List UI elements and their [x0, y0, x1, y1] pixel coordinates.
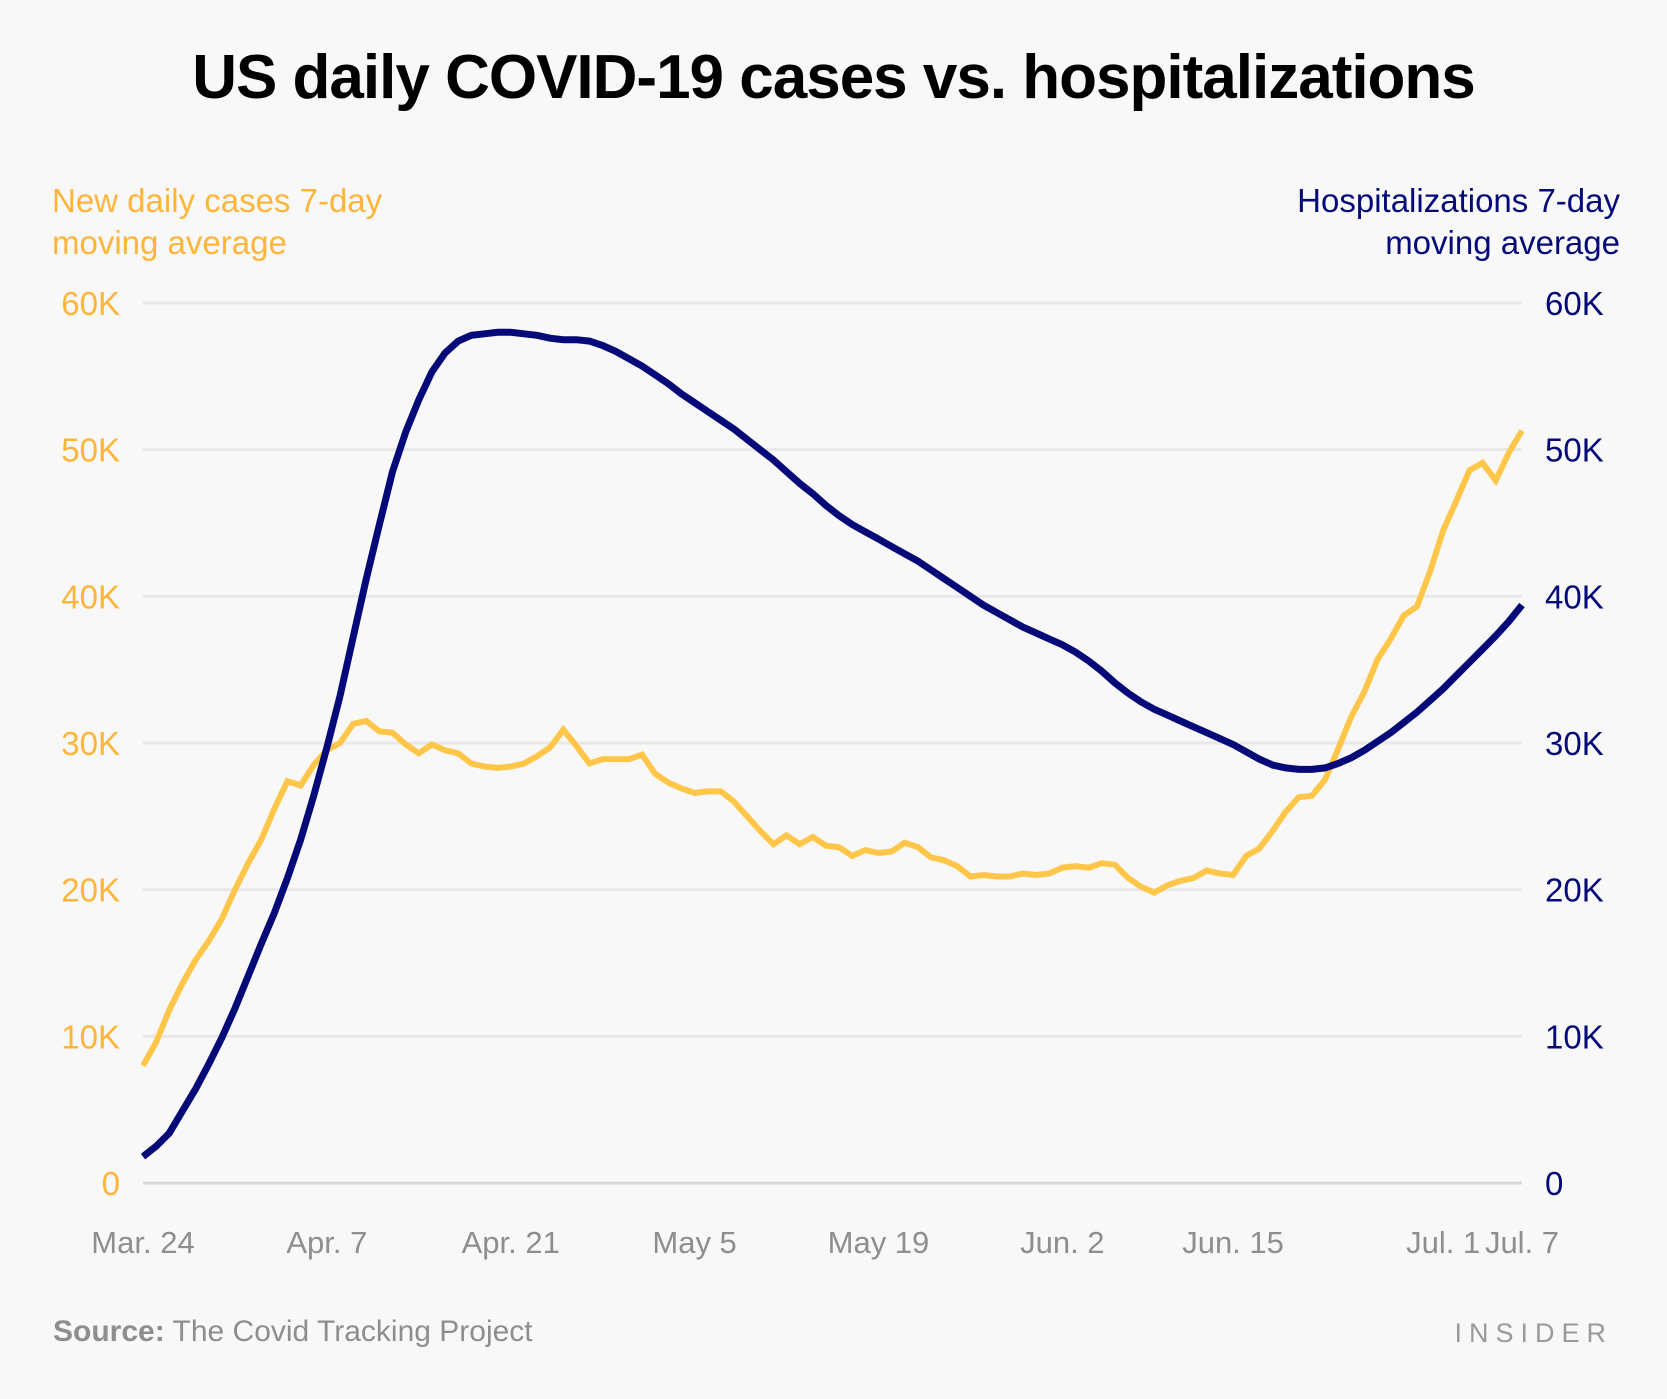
- y-axis-ticks: 0 0 10K 10K 20K 20K 30K 30K 40K 40K 50K 50K 60K 60K: [61, 285, 1603, 1202]
- y-right-tick-label: 20K: [1545, 872, 1604, 909]
- y-right-tick-label: 30K: [1545, 725, 1604, 762]
- x-tick-label: Apr. 21: [462, 1225, 560, 1260]
- x-tick-label: Jul. 1: [1406, 1225, 1480, 1260]
- y-right-tick-label: 40K: [1545, 578, 1604, 615]
- hospitalizations-line: [140, 328, 1525, 1160]
- series-lines: [140, 328, 1525, 1160]
- x-tick-label: May 5: [652, 1225, 736, 1260]
- cases-line: [140, 429, 1525, 1068]
- y-left-tick-label: 0: [102, 1165, 120, 1202]
- y-left-tick-label: 30K: [61, 725, 120, 762]
- x-tick-label: Jun. 15: [1182, 1225, 1284, 1260]
- x-tick-label: Jun. 2: [1020, 1225, 1104, 1260]
- y-left-tick-label: 40K: [61, 578, 120, 615]
- y-right-tick-label: 10K: [1545, 1018, 1604, 1055]
- x-tick-label: Jul. 7: [1485, 1225, 1559, 1260]
- y-right-tick-label: 60K: [1545, 285, 1604, 322]
- x-tick-label: Mar. 24: [91, 1225, 194, 1260]
- source-note: Source: The Covid Tracking Project: [53, 1315, 533, 1349]
- brand-logo: INSIDER: [1454, 1318, 1613, 1348]
- y-right-tick-label: 0: [1545, 1165, 1563, 1202]
- right-axis-title-line-1: Hospitalizations 7-day: [1297, 182, 1620, 219]
- right-axis-title: Hospitalizations 7-day moving average: [1297, 180, 1620, 264]
- gridlines: [143, 301, 1522, 1185]
- x-axis-ticks: Mar. 24 Apr. 7 Apr. 21 May 5 May 19 Jun. 2 Jun…: [91, 1225, 1559, 1260]
- y-right-tick-label: 50K: [1545, 432, 1604, 469]
- y-left-tick-label: 50K: [61, 432, 120, 469]
- source-text: The Covid Tracking Project: [172, 1315, 533, 1348]
- y-left-tick-label: 60K: [61, 285, 120, 322]
- left-axis-title-line-1: New daily cases 7-day: [52, 182, 383, 219]
- chart-title: US daily COVID-19 cases vs. hospitalizat…: [192, 43, 1476, 112]
- x-tick-label: May 19: [828, 1225, 930, 1260]
- left-axis-title-line-2: moving average: [52, 224, 287, 261]
- y-left-tick-label: 20K: [61, 872, 120, 909]
- y-left-tick-label: 10K: [61, 1018, 120, 1055]
- right-axis-title-line-2: moving average: [1385, 224, 1620, 261]
- source-label: Source:: [53, 1315, 165, 1348]
- left-axis-title: New daily cases 7-day moving average: [52, 180, 382, 264]
- x-tick-label: Apr. 7: [286, 1225, 367, 1260]
